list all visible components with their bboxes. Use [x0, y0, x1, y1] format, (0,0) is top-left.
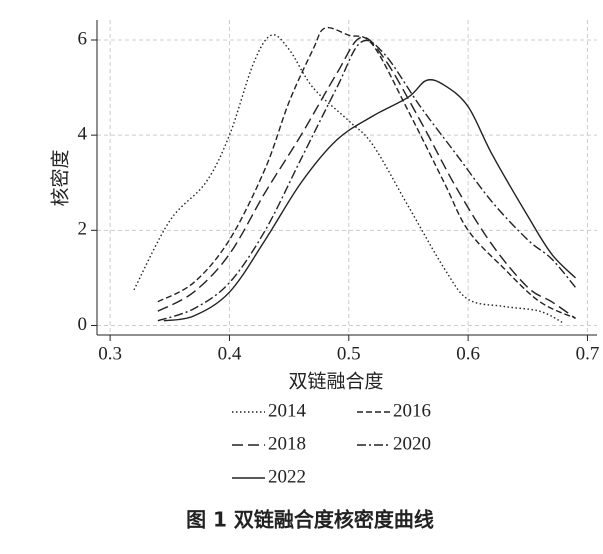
y-axis-label: 核密度 — [49, 149, 71, 206]
density-line — [157, 26, 576, 319]
x-axis-label: 双链融合度 — [288, 370, 383, 392]
density-line — [133, 34, 564, 324]
legend-label: 2022 — [268, 466, 306, 487]
caption: 图 1 双链融合度核密度曲线 — [186, 508, 434, 532]
x-tick-label: 0.4 — [218, 343, 242, 364]
y-tick-label: 4 — [78, 124, 88, 145]
y-tick-label: 0 — [78, 314, 88, 335]
legend-label: 2014 — [268, 400, 307, 421]
legend-label: 2020 — [393, 433, 431, 454]
y-tick-label: 6 — [78, 28, 88, 49]
legend-label: 2018 — [268, 433, 306, 454]
y-tick-label: 2 — [78, 219, 88, 240]
x-tick-label: 0.7 — [576, 343, 600, 364]
legend-label: 2016 — [393, 400, 431, 421]
x-tick-label: 0.6 — [456, 343, 480, 364]
density-line — [157, 36, 576, 319]
density-line — [157, 39, 577, 322]
x-tick-label: 0.5 — [337, 343, 361, 364]
x-tick-label: 0.3 — [98, 343, 122, 364]
density-line — [163, 79, 577, 322]
